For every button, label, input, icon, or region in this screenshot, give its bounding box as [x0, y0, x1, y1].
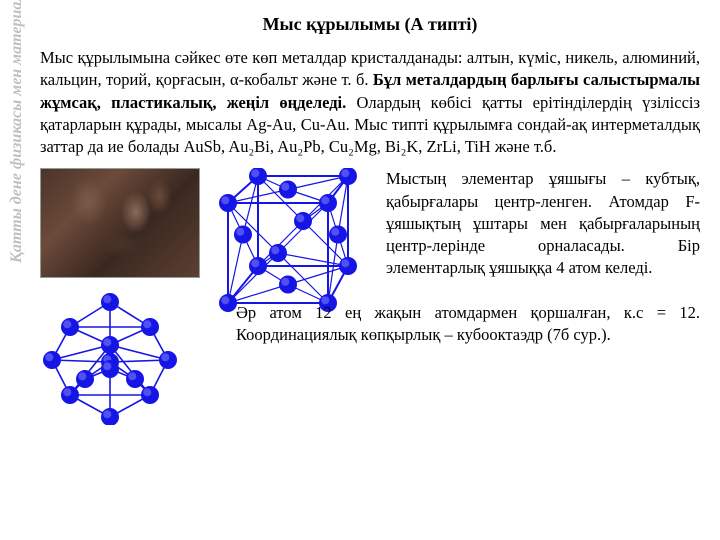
left-column: [40, 168, 200, 425]
copper-mineral-photo: [40, 168, 200, 278]
content-row: Мыстың элементар ұяшығы – кубтық, қабырғ…: [40, 168, 700, 425]
cuboctahedron-diagram: [40, 290, 180, 425]
page-title: Мыс құрылымы (А типті): [40, 14, 700, 35]
middle-column: [218, 168, 368, 425]
right-column: Мыстың элементар ұяшығы – кубтық, қабырғ…: [386, 168, 700, 425]
unit-cell-paragraph: Мыстың элементар ұяшығы – кубтық, қабырғ…: [386, 168, 700, 279]
coordination-paragraph: Әр атом 12 ең жақын атомдармен қоршалған…: [236, 302, 700, 347]
intro-paragraph: Мыс құрылымына сәйкес өте көп металдар к…: [40, 47, 700, 158]
fcc-cube-diagram: [213, 168, 373, 318]
slide-content: Мыс құрылымы (А типті) Мыс құрылымына сә…: [40, 14, 700, 425]
department-label: Қатты дене физикасы мен материалтану каф…: [8, 0, 26, 270]
